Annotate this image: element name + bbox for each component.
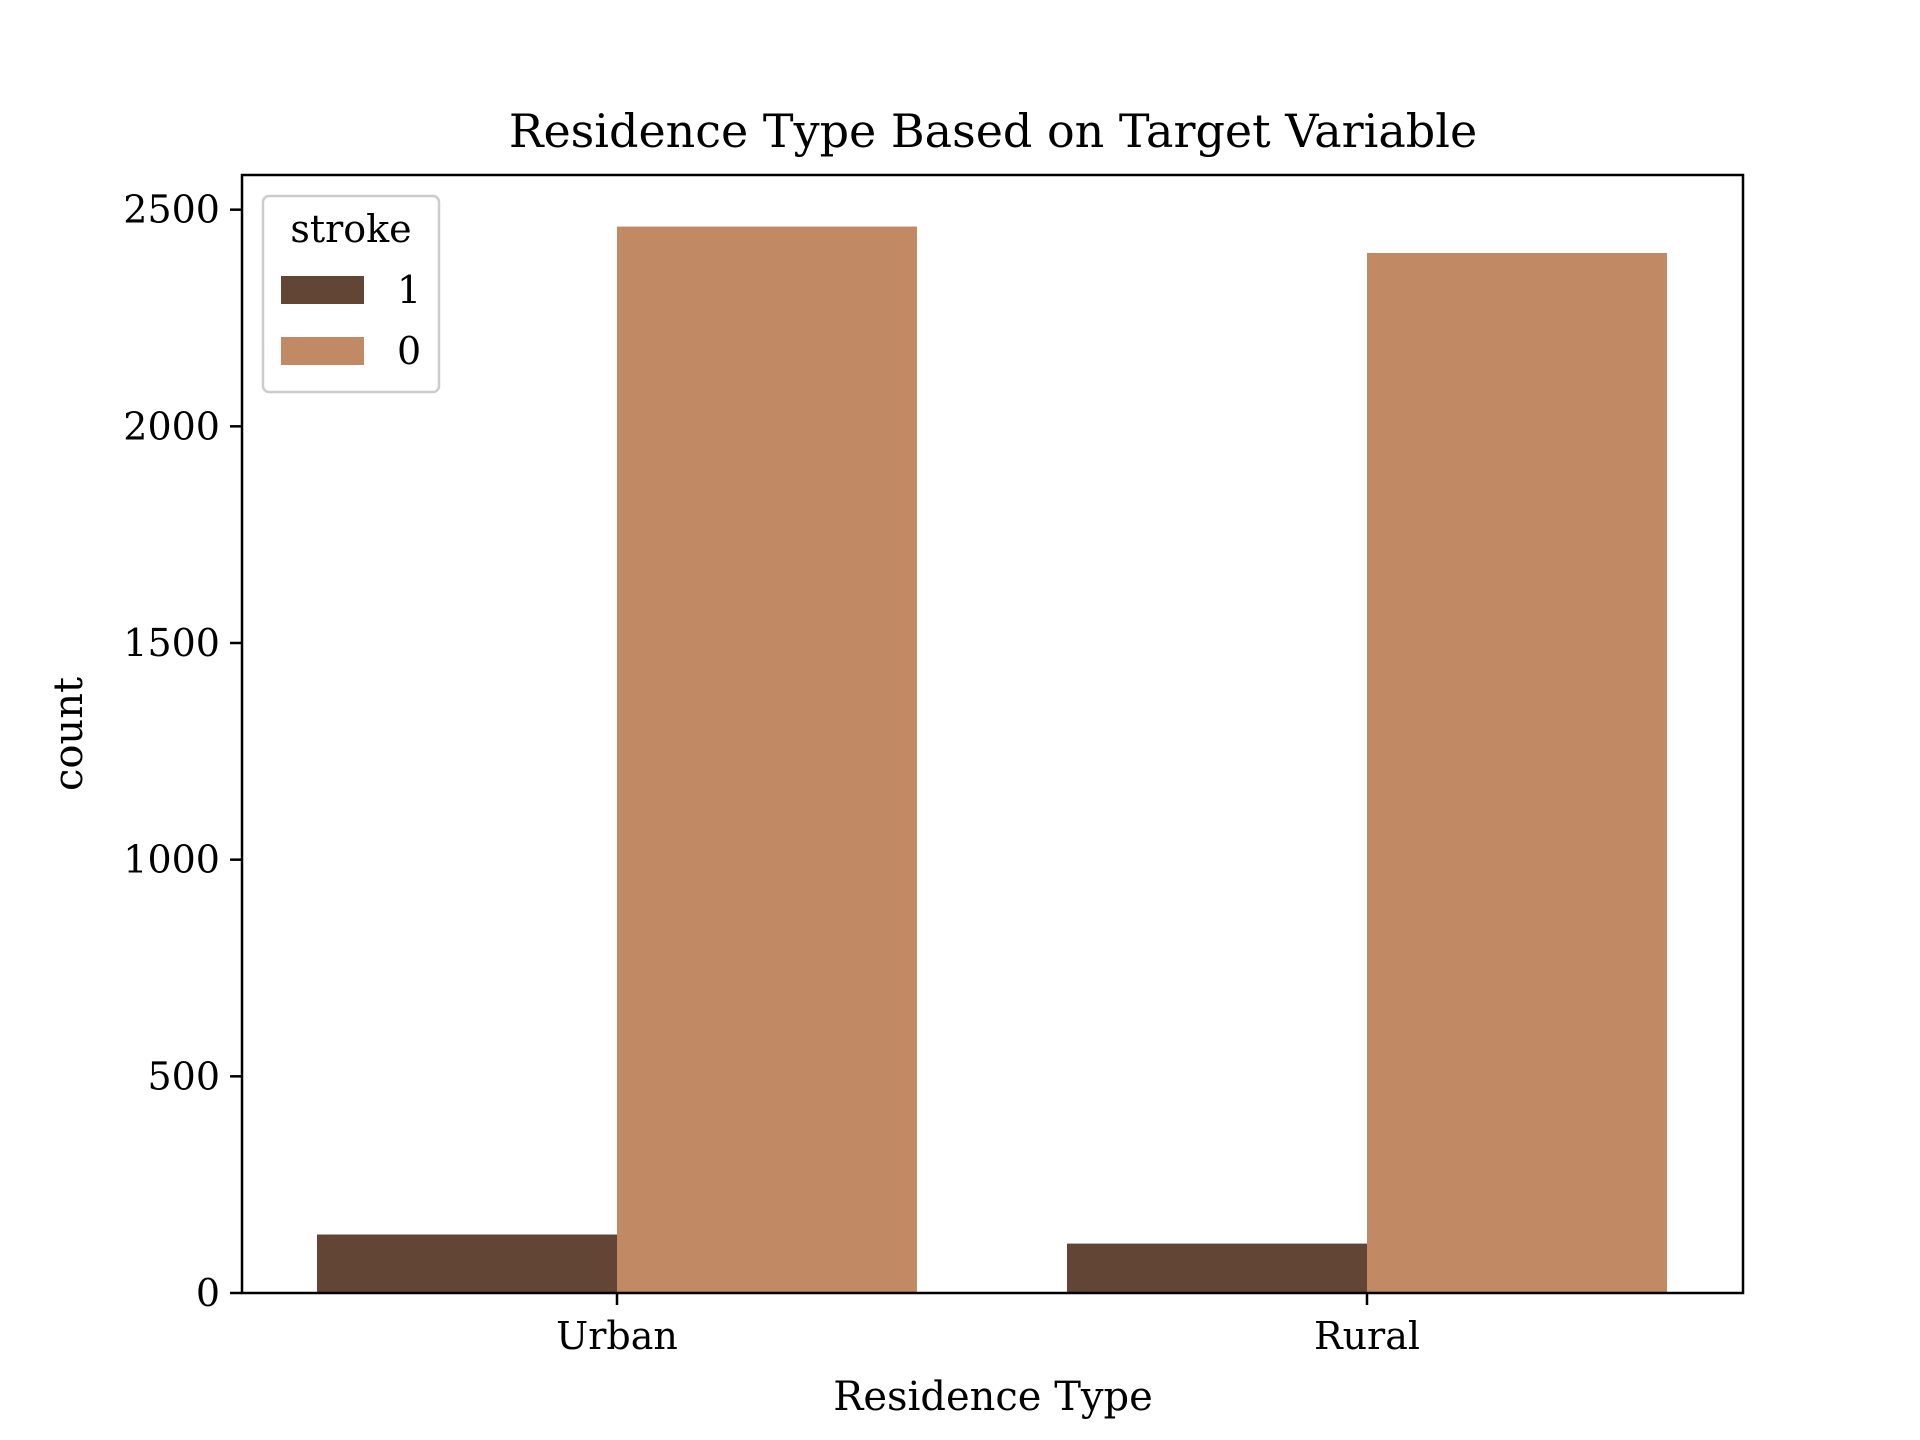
legend-swatch-series-0 <box>281 337 364 365</box>
y-tick-label: 500 <box>147 1054 220 1098</box>
y-tick-label: 1500 <box>123 621 220 665</box>
bar-urban-stroke-0 <box>617 226 917 1294</box>
bar-rural-stroke-0 <box>1367 253 1667 1293</box>
y-tick-label: 2500 <box>123 188 220 232</box>
legend-label-series-1: 1 <box>397 268 421 312</box>
y-axis-ticks: 0 500 1000 1500 2000 2500 <box>123 188 242 1315</box>
chart-title: Residence Type Based on Target Variable <box>509 104 1477 158</box>
legend-swatch-series-1 <box>281 276 364 304</box>
legend-title: stroke <box>290 207 411 251</box>
bar-rural-stroke-1 <box>1067 1243 1367 1293</box>
x-axis-label: Residence Type <box>833 1374 1153 1420</box>
bar-urban-stroke-1 <box>317 1234 617 1293</box>
legend: stroke 1 0 <box>261 194 441 394</box>
plot-frame <box>240 173 1745 1295</box>
legend-label-series-0: 0 <box>397 329 421 373</box>
x-axis-ticks: Urban Rural <box>556 1293 1420 1358</box>
y-tick-label: 1000 <box>123 838 220 882</box>
y-axis-label: count <box>46 677 92 791</box>
y-tick-label: 2000 <box>123 404 220 448</box>
x-tick-label-urban: Urban <box>556 1314 678 1358</box>
y-tick-label: 0 <box>196 1271 220 1315</box>
bars-layer <box>317 226 1667 1294</box>
x-tick-label-rural: Rural <box>1314 1314 1420 1358</box>
